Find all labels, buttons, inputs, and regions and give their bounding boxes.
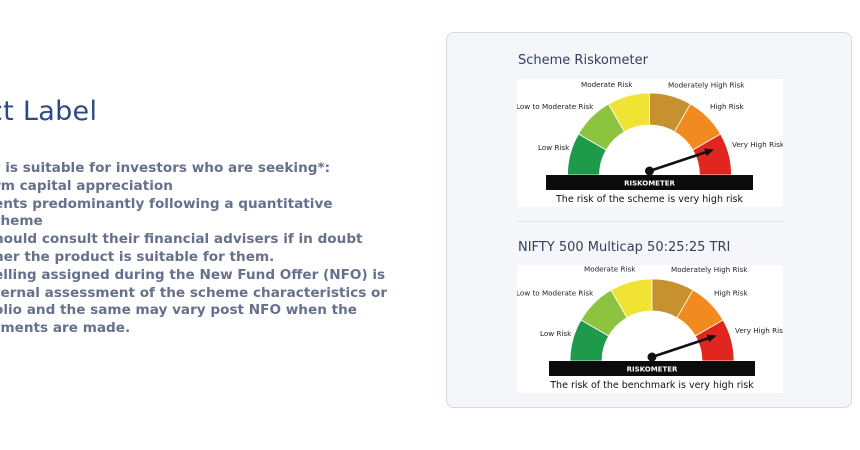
riskometer-bar-label: RISKOMETER bbox=[627, 366, 678, 374]
section-divider bbox=[517, 221, 783, 222]
riskometer-needle bbox=[648, 151, 707, 173]
description-line: tments are made. bbox=[0, 320, 131, 337]
riskometer-needle-head bbox=[706, 334, 717, 343]
moderately-high-risk-label: Moderately High Risk bbox=[671, 265, 748, 274]
product-label-description: t is suitable for investors who are seek… bbox=[0, 160, 387, 338]
benchmark-riskometer-graphic: Moderate Risk Moderately High Risk Low t… bbox=[516, 265, 788, 393]
scheme-riskometer-heading: Scheme Riskometer bbox=[518, 53, 648, 68]
description-line: ents predominantly following a quantitat… bbox=[0, 195, 333, 212]
riskometer-card: Scheme Riskometer Moderate Risk Moderate… bbox=[446, 32, 852, 408]
low-to-moderate-risk-label: Low to Moderate Risk bbox=[517, 102, 594, 111]
description-line: ternal assessment of the scheme characte… bbox=[0, 284, 388, 301]
product-label-section: ct Label t is suitable for investors who… bbox=[0, 96, 387, 338]
riskometer-caption: The risk of the benchmark is very high r… bbox=[549, 380, 754, 391]
scheme-riskometer-graphic: Moderate Risk Moderately High Risk Low t… bbox=[516, 79, 785, 207]
page-title: ct Label bbox=[0, 96, 98, 127]
benchmark-riskometer-heading: NIFTY 500 Multicap 50:25:25 TRI bbox=[518, 240, 731, 255]
description-line: elling assigned during the New Fund Offe… bbox=[0, 266, 386, 283]
benchmark-riskometer: Moderate Risk Moderately High Risk Low t… bbox=[516, 265, 788, 397]
moderate-risk-label: Moderate Risk bbox=[584, 265, 636, 274]
description-line: her the product is suitable for them. bbox=[0, 248, 275, 265]
low-risk-label: Low Risk bbox=[538, 143, 570, 152]
description-line: theme bbox=[0, 213, 43, 230]
high-risk-label: High Risk bbox=[714, 289, 749, 298]
high-risk-label: High Risk bbox=[710, 102, 745, 111]
riskometer-bar-label: RISKOMETER bbox=[624, 180, 675, 188]
moderate-risk-label: Moderate Risk bbox=[581, 80, 633, 89]
description-line: olio and the same may vary post NFO when… bbox=[0, 302, 358, 319]
riskometer-needle bbox=[650, 337, 710, 359]
riskometer-needle-head bbox=[704, 148, 715, 157]
very-high-risk-label: Very High Risk bbox=[732, 140, 783, 149]
moderately-high-risk-label: Moderately High Risk bbox=[668, 81, 745, 90]
riskometer-needle-hub bbox=[647, 352, 657, 362]
very-high-risk-label: Very High Risk bbox=[735, 326, 783, 335]
description-line: t is suitable for investors who are seek… bbox=[0, 160, 331, 176]
scheme-riskometer: Moderate Risk Moderately High Risk Low t… bbox=[516, 79, 785, 211]
description-line: hould consult their financial advisers i… bbox=[0, 231, 363, 248]
low-risk-label: Low Risk bbox=[540, 329, 572, 338]
riskometer-needle-hub bbox=[645, 166, 654, 176]
riskometer-caption: The risk of the scheme is very high risk bbox=[555, 194, 743, 205]
description-line: rm capital appreciation bbox=[0, 177, 173, 194]
low-to-moderate-risk-label: Low to Moderate Risk bbox=[517, 289, 594, 298]
